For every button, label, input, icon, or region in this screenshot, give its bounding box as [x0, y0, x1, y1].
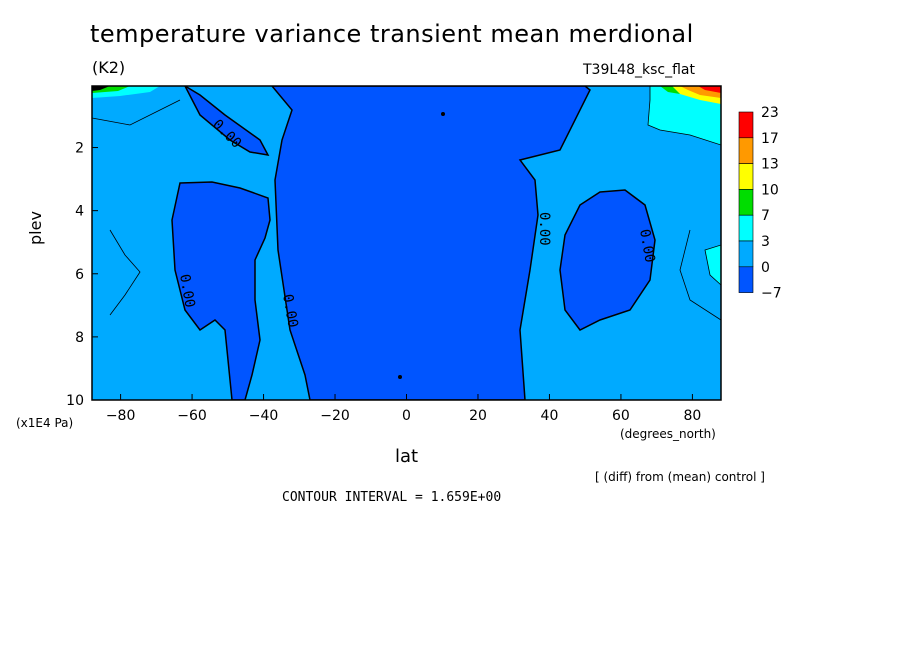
chart-units: (K2): [92, 58, 126, 77]
dataset-label: T39L48_ksc_flat: [583, 62, 695, 78]
y-axis-units: (x1E4 Pa): [16, 416, 74, 430]
field-region-low-right: [559, 189, 656, 331]
colorbar-swatch: [738, 163, 754, 190]
x-tick-label: 80: [683, 408, 701, 424]
colorbar-swatch: [738, 240, 754, 268]
contour-label: 0.00: [536, 212, 552, 246]
x-tick-label: 0: [402, 408, 411, 424]
x-axis-units: (degrees_north): [620, 427, 716, 441]
colorbar-swatch: [738, 137, 754, 164]
x-tick-label: −20: [320, 408, 350, 424]
x-axis-title: lat: [395, 446, 419, 467]
x-tick-label: 20: [469, 408, 487, 424]
colorbar-label: 13: [761, 157, 779, 173]
field-region-hot-red: [698, 86, 721, 93]
y-tick-label: 6: [75, 267, 84, 283]
contour-label: 0.00: [636, 228, 658, 264]
field-region-high-right-low: [704, 244, 721, 286]
contour-line-left: [92, 99, 181, 316]
y-tick-label: 8: [75, 330, 84, 346]
contour-interval-note: CONTOUR INTERVAL = 1.659E+00: [282, 490, 502, 505]
contour-label: 0.00: [176, 273, 198, 309]
colorbar-label: 23: [761, 105, 779, 121]
field-region-low-upperleft: [184, 86, 270, 156]
x-tick-label: −60: [177, 408, 207, 424]
y-tick-label: 10: [66, 393, 84, 409]
x-tick-label: 40: [541, 408, 559, 424]
field-region-hot-green: [660, 86, 680, 94]
field-region-low-left: [171, 181, 271, 400]
colorbar-label: 10: [761, 182, 779, 198]
field-region-hot-left-black: [92, 86, 110, 91]
colorbar-swatch: [738, 189, 754, 216]
y-tick-label: 4: [75, 204, 84, 220]
contour-dot: [398, 375, 402, 379]
colorbar-swatch: [738, 214, 754, 242]
colorbar-label: 17: [761, 131, 779, 147]
contour-line-right: [679, 229, 721, 321]
contour-dot: [441, 112, 445, 116]
colorbar-label: 7: [761, 208, 770, 224]
diff-note: [ (diff) from (mean) control ]: [595, 470, 765, 484]
colorbar-label: 0: [761, 260, 770, 276]
x-tick-label: −80: [106, 408, 136, 424]
field-region-low-center: [271, 86, 591, 400]
x-tick-label: −40: [249, 408, 279, 424]
field-region-high-right: [647, 86, 721, 146]
colorbar-swatch: [738, 266, 754, 293]
contour-label: 0.00: [279, 293, 301, 329]
colorbar-swatch: [738, 111, 754, 139]
chart-title: temperature variance transient mean merd…: [90, 20, 694, 48]
colorbar-label: 3: [761, 234, 770, 250]
y-tick-label: 2: [75, 141, 84, 157]
colorbar-label: −7: [761, 286, 782, 302]
x-tick-label: 60: [612, 408, 630, 424]
